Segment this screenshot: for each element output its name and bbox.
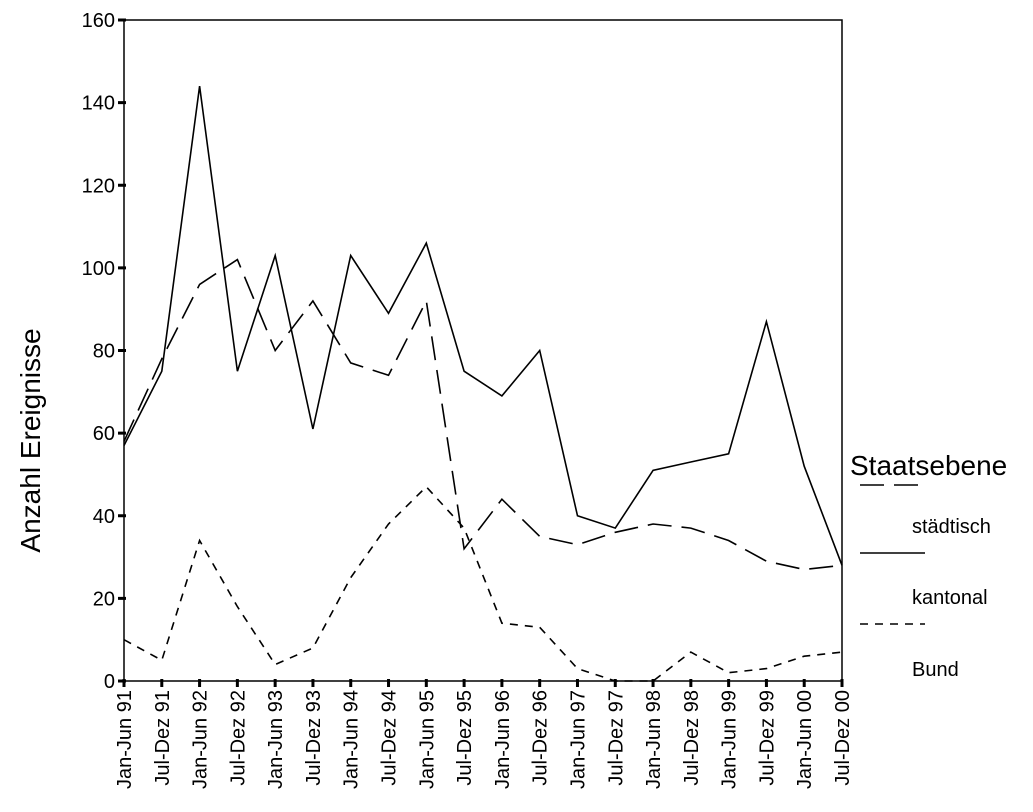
series-line-2 <box>123 485 843 682</box>
y-axis: 0 20 40 60 80 100 120 140 160 <box>82 10 126 693</box>
x-tick-label: Jul-Dez 94 <box>379 690 401 786</box>
x-tick-label: Jan-Jun 91 <box>114 690 136 789</box>
y-tick-label: 0 <box>104 671 115 693</box>
x-tick-label: Jan-Jun 00 <box>794 690 816 789</box>
y-tick-label: 140 <box>82 93 115 115</box>
y-tick-label: 80 <box>93 341 115 363</box>
y-tick-label: 20 <box>93 588 115 610</box>
y-tick-label: 100 <box>82 258 115 280</box>
x-tick-label: Jul-Dez 92 <box>227 690 249 786</box>
y-tick-label: 160 <box>82 10 115 32</box>
x-tick-label: Jul-Dez 91 <box>152 690 174 786</box>
x-tick-label: Jan-Jun 98 <box>643 690 665 789</box>
legend-label-1: kantonal <box>912 587 988 609</box>
x-tick-label: Jul-Dez 99 <box>756 690 778 786</box>
series-line-1 <box>123 85 843 566</box>
y-tick-label: 120 <box>82 175 115 197</box>
x-axis: Jan-Jun 91 Jul-Dez 91 Jan-Jun 92 Jul-Dez 92… <box>114 679 854 789</box>
x-tick-label: Jan-Jun 96 <box>492 690 514 789</box>
legend: Staatsebene städtisch kantonal Bund <box>850 450 1007 681</box>
x-tick-label: Jan-Jun 99 <box>719 690 741 789</box>
x-tick-label: Jul-Dez 95 <box>454 690 476 786</box>
legend-title: Staatsebene <box>850 450 1007 481</box>
x-tick-label: Jan-Jun 92 <box>190 690 212 789</box>
legend-label-2: Bund <box>912 659 959 681</box>
y-axis-title: Anzahl Ereignisse <box>15 328 46 552</box>
x-tick-label: Jan-Jun 94 <box>341 690 363 789</box>
x-tick-label: Jul-Dez 97 <box>605 690 627 786</box>
y-tick-label: 40 <box>93 506 115 528</box>
x-tick-label: Jan-Jun 93 <box>265 690 287 789</box>
x-tick-label: Jul-Dez 96 <box>530 690 552 786</box>
x-tick-label: Jul-Dez 93 <box>303 690 325 786</box>
plot-frame <box>123 19 843 682</box>
x-tick-label: Jan-Jun 97 <box>567 690 589 789</box>
x-tick-label: Jul-Dez 00 <box>832 690 854 786</box>
series-line-0 <box>123 258 843 571</box>
y-tick-label: 60 <box>93 423 115 445</box>
x-tick-label: Jan-Jun 95 <box>416 690 438 789</box>
series-layer <box>123 85 843 682</box>
x-tick-label: Jul-Dez 98 <box>681 690 703 786</box>
legend-label-0: städtisch <box>912 516 991 538</box>
